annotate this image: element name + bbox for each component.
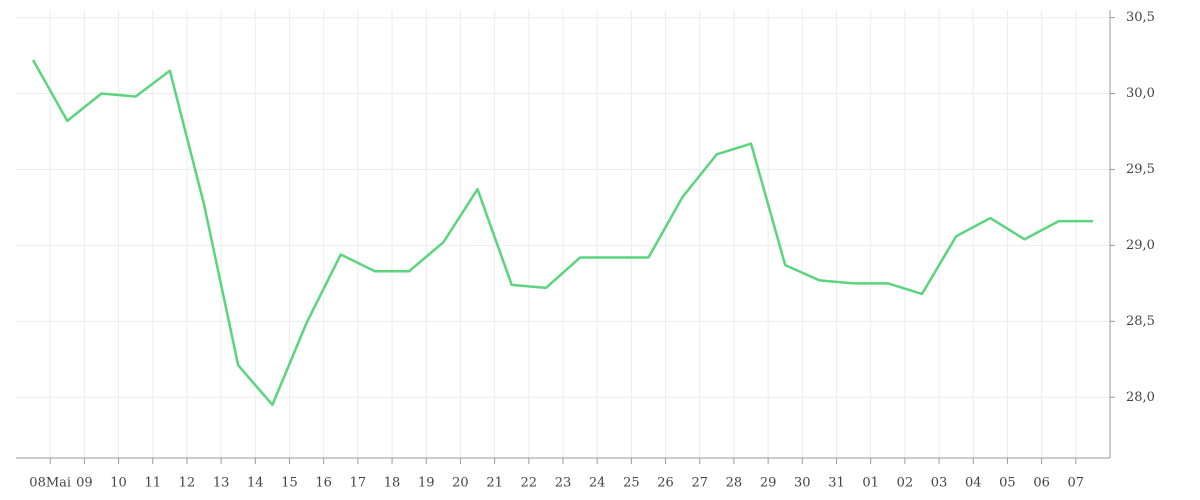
x-tick-label: 26	[657, 476, 674, 491]
y-tick-label: 29,5	[1126, 162, 1155, 177]
x-tick-label: 30	[794, 476, 811, 491]
x-tick-label: 19	[418, 476, 435, 491]
x-tick-label: 22	[521, 476, 538, 491]
x-tick-label: 02	[897, 476, 914, 491]
y-tick-label: 30,5	[1126, 10, 1155, 25]
x-tick-label: 01	[862, 476, 879, 491]
x-tick-label: 15	[281, 476, 298, 491]
x-tick-label: 08Mai	[29, 476, 71, 491]
x-tick-label: 28	[726, 476, 743, 491]
x-tick-label: 06	[1033, 476, 1050, 491]
x-tick-label: 11	[144, 476, 161, 491]
x-tick-label: 25	[623, 476, 640, 491]
x-tick-label: 04	[965, 476, 982, 491]
x-tick-label: 24	[589, 476, 606, 491]
data-line	[32, 59, 1093, 407]
x-tick-label: 17	[350, 476, 367, 491]
x-tick-label: 07	[1068, 476, 1085, 491]
x-tick-label: 10	[110, 476, 127, 491]
x-tick-label: 20	[452, 476, 469, 491]
x-tick-label: 13	[213, 476, 230, 491]
x-tick-label: 18	[384, 476, 401, 491]
x-tick-label: 31	[828, 476, 845, 491]
y-tick-label: 28,5	[1126, 314, 1155, 329]
x-tick-label: 05	[999, 476, 1016, 491]
x-tick-label: 09	[76, 476, 93, 491]
y-tick-label: 28,0	[1126, 390, 1155, 405]
x-tick-label: 29	[760, 476, 777, 491]
x-tick-label: 21	[486, 476, 503, 491]
x-tick-label: 12	[179, 476, 196, 491]
x-tick-label: 16	[315, 476, 332, 491]
y-tick-label: 29,0	[1126, 238, 1155, 253]
x-tick-label: 27	[691, 476, 708, 491]
x-tick-label: 23	[555, 476, 572, 491]
x-tick-label: 03	[931, 476, 948, 491]
x-tick-label: 14	[247, 476, 264, 491]
y-tick-label: 30,0	[1126, 86, 1155, 101]
